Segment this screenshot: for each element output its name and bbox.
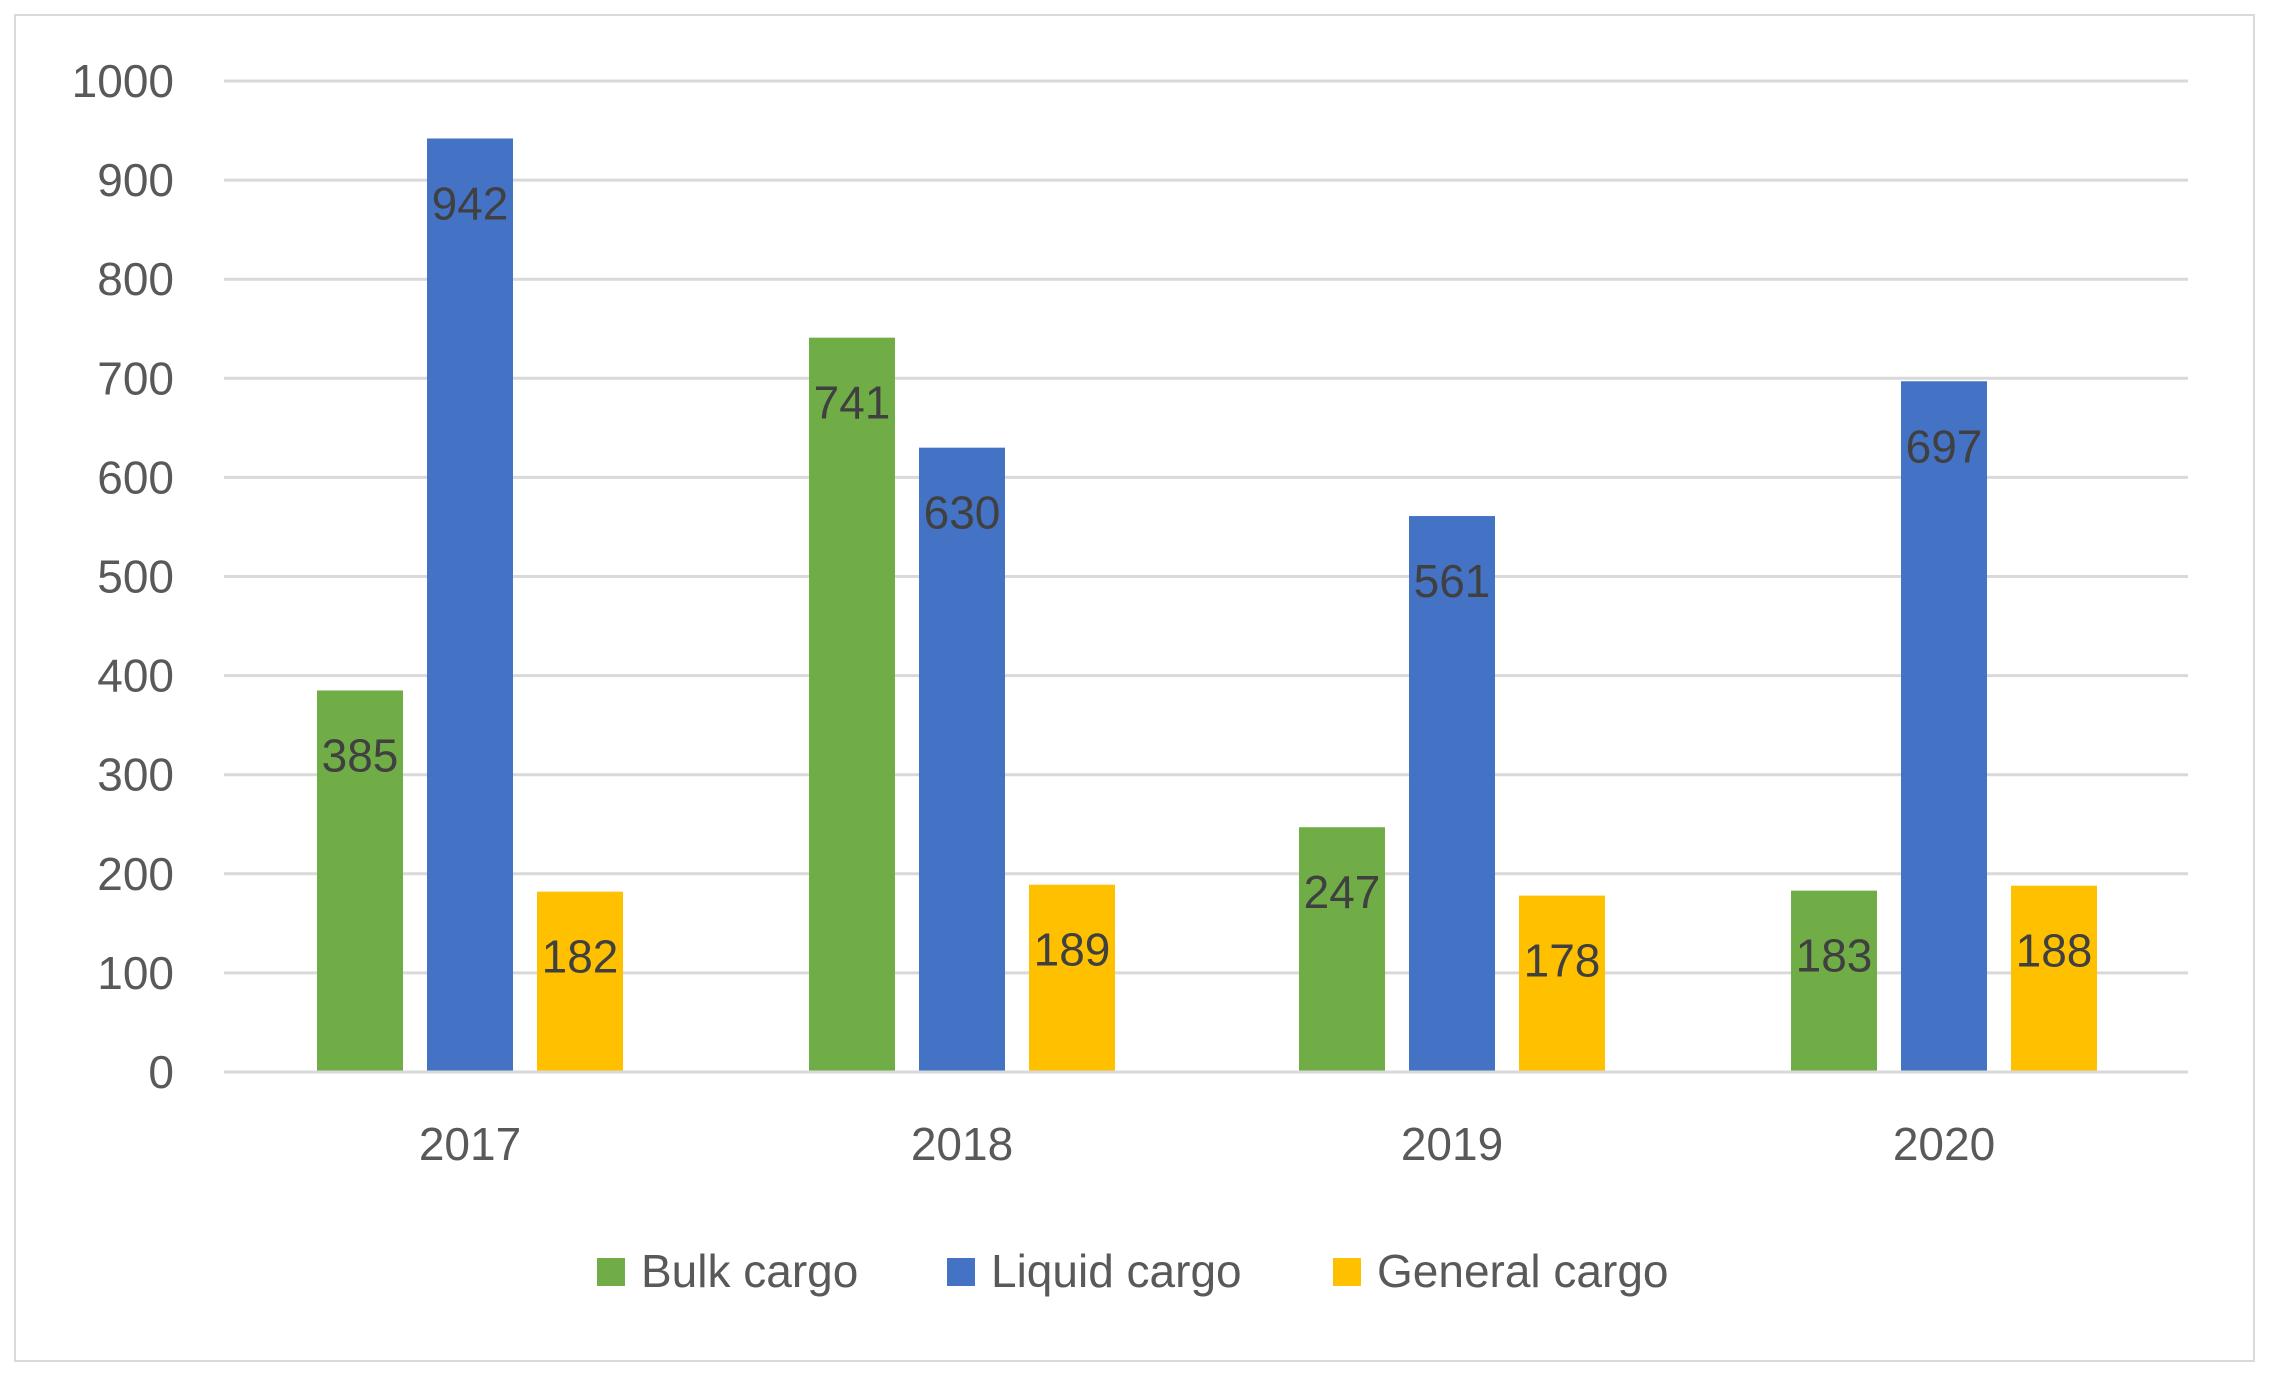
data-label: 178 <box>1524 935 1601 987</box>
y-tick-label: 900 <box>97 154 174 206</box>
bar-general-cargo-2018 <box>1029 884 1115 1072</box>
data-label: 697 <box>1906 420 1983 472</box>
bar-general-cargo-2019 <box>1519 895 1605 1072</box>
legend-label: Liquid cargo <box>991 1245 1242 1297</box>
bar-liquid-cargo-2017 <box>427 138 513 1072</box>
bar-bulk-cargo-2017 <box>317 690 403 1072</box>
data-label: 247 <box>1304 866 1381 918</box>
data-label: 189 <box>1034 924 1111 976</box>
legend-label: Bulk cargo <box>641 1245 858 1297</box>
x-tick-label: 2018 <box>911 1118 1013 1170</box>
bar-general-cargo-2020 <box>2011 885 2097 1072</box>
data-label: 942 <box>432 177 509 229</box>
y-tick-label: 300 <box>97 749 174 801</box>
y-tick-label: 700 <box>97 352 174 404</box>
legend: Bulk cargo Liquid cargo General cargo <box>597 1245 1669 1297</box>
legend-label: General cargo <box>1377 1245 1669 1297</box>
data-label: 188 <box>2016 925 2093 977</box>
data-label: 183 <box>1796 930 1873 982</box>
x-tick-label: 2017 <box>419 1118 521 1170</box>
x-tick-label: 2019 <box>1401 1118 1503 1170</box>
y-tick-label: 200 <box>97 848 174 900</box>
legend-swatch-liquid-cargo <box>947 1258 975 1286</box>
bar-bulk-cargo-2018 <box>809 337 895 1072</box>
legend-swatch-bulk-cargo <box>597 1258 625 1286</box>
legend-swatch-general-cargo <box>1333 1258 1361 1286</box>
data-label: 385 <box>322 729 399 781</box>
bar-bulk-cargo-2020 <box>1791 890 1877 1072</box>
data-label: 741 <box>814 377 891 429</box>
chart-frame <box>14 14 2255 1362</box>
y-tick-label: 1000 <box>72 55 174 107</box>
y-tick-label: 400 <box>97 650 174 702</box>
y-tick-label: 500 <box>97 551 174 603</box>
gridlines <box>224 79 2188 975</box>
y-tick-label: 100 <box>97 947 174 999</box>
data-label: 561 <box>1414 555 1491 607</box>
y-tick-label: 0 <box>148 1046 174 1098</box>
x-tick-label: 2020 <box>1893 1118 1995 1170</box>
data-label: 630 <box>924 487 1001 539</box>
bar-bulk-cargo-2019 <box>1299 827 1385 1072</box>
axes: 0 100 200 300 400 500 600 700 800 900 1000 2017 2018… <box>72 55 2188 1170</box>
bar-liquid-cargo-2020 <box>1901 381 1987 1072</box>
bars <box>317 138 2097 1072</box>
y-tick-label: 600 <box>97 451 174 503</box>
data-label: 182 <box>542 931 619 983</box>
y-tick-label: 800 <box>97 253 174 305</box>
data-labels: 385 741 247 183 942 630 561 697 182 189 178 188 <box>322 177 2093 986</box>
bar-liquid-cargo-2018 <box>919 447 1005 1072</box>
bar-liquid-cargo-2019 <box>1409 516 1495 1072</box>
bar-general-cargo-2017 <box>537 891 623 1072</box>
